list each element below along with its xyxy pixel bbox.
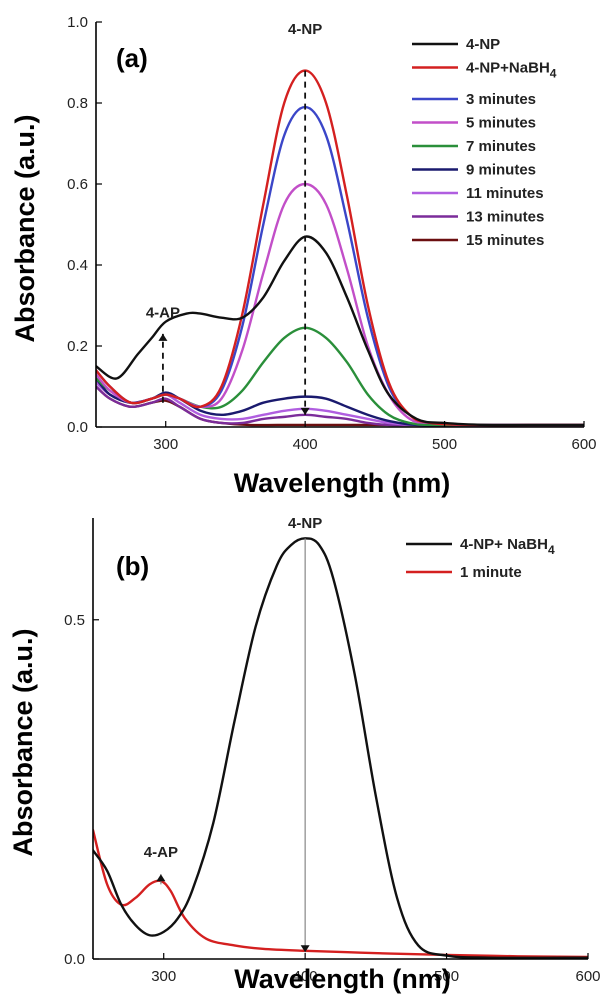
x-axis-title: Wavelength (nm) (234, 964, 451, 994)
annotation-arrowhead (156, 874, 166, 882)
y-tick-label: 0.4 (67, 257, 88, 274)
x-tick-label: 500 (434, 968, 459, 985)
legend-label-9-minutes: 9 minutes (466, 162, 536, 179)
panel-label: (b) (116, 551, 149, 581)
y-tick-label: 0.0 (67, 419, 88, 436)
y-tick-label: 0.8 (67, 95, 88, 112)
legend-label-4-np: 4-NP (466, 36, 500, 53)
legend-label-1-minute: 1 minute (460, 564, 522, 581)
chart-panel-a: 300 400 500 600 0.0 0.2 0.4 0.6 0.8 1.0 Wavelength… (10, 14, 597, 498)
series-line-7-minutes (96, 326, 584, 427)
annotation-arrowhead (300, 945, 310, 953)
legend-label-5-minutes: 5 minutes (466, 115, 536, 132)
x-tick-label: 300 (151, 968, 176, 985)
x-tick-label: 300 (153, 436, 178, 453)
y-tick-label: 0.2 (67, 338, 88, 355)
annotation-arrowhead (158, 333, 168, 341)
y-tick-label: 1.0 (67, 14, 88, 31)
annotation-arrowhead (300, 407, 310, 415)
x-tick-label: 600 (571, 436, 596, 453)
legend-label-11-minutes: 11 minutes (466, 185, 544, 202)
plot-area (96, 69, 584, 427)
x-tick-label: 400 (293, 436, 318, 453)
y-tick-label: 0.5 (64, 612, 85, 629)
y-tick-label: 0.6 (67, 176, 88, 193)
legend-label-4-np-nabh4: 4-NP+NaBH4 (466, 60, 557, 81)
annotation-label: 4-AP (146, 305, 180, 322)
legend-label-15-minutes: 15 minutes (466, 232, 544, 249)
legend-label-3-minutes: 3 minutes (466, 91, 536, 108)
chart-panel-b: 300 400 500 600 0.0 0.5 Wavelength (nm) Absorba… (8, 515, 601, 994)
y-tick-label: 0.0 (64, 951, 85, 968)
series-line-1-minute (93, 828, 588, 959)
legend-label-13-minutes: 13 minutes (466, 209, 544, 226)
panel-label: (a) (116, 43, 148, 73)
annotation-label: 4-NP (288, 515, 322, 532)
x-tick-label: 500 (432, 436, 457, 453)
y-axis-title: Absorbance (a.u.) (8, 628, 38, 856)
series-line-4-np (96, 235, 584, 427)
y-axis-title: Absorbance (a.u.) (10, 114, 40, 342)
x-axis-title: Wavelength (nm) (234, 468, 451, 498)
annotation-label: 4-AP (144, 844, 178, 861)
legend-label-4-np-nabh4: 4-NP+ NaBH4 (460, 536, 555, 557)
x-tick-label: 400 (293, 968, 318, 985)
legend-label-7-minutes: 7 minutes (466, 138, 536, 155)
x-tick-label: 600 (575, 968, 600, 985)
annotation-label: 4-NP (288, 21, 322, 38)
plot-area (93, 537, 588, 959)
series-line-4-np-nabh4 (93, 537, 588, 959)
